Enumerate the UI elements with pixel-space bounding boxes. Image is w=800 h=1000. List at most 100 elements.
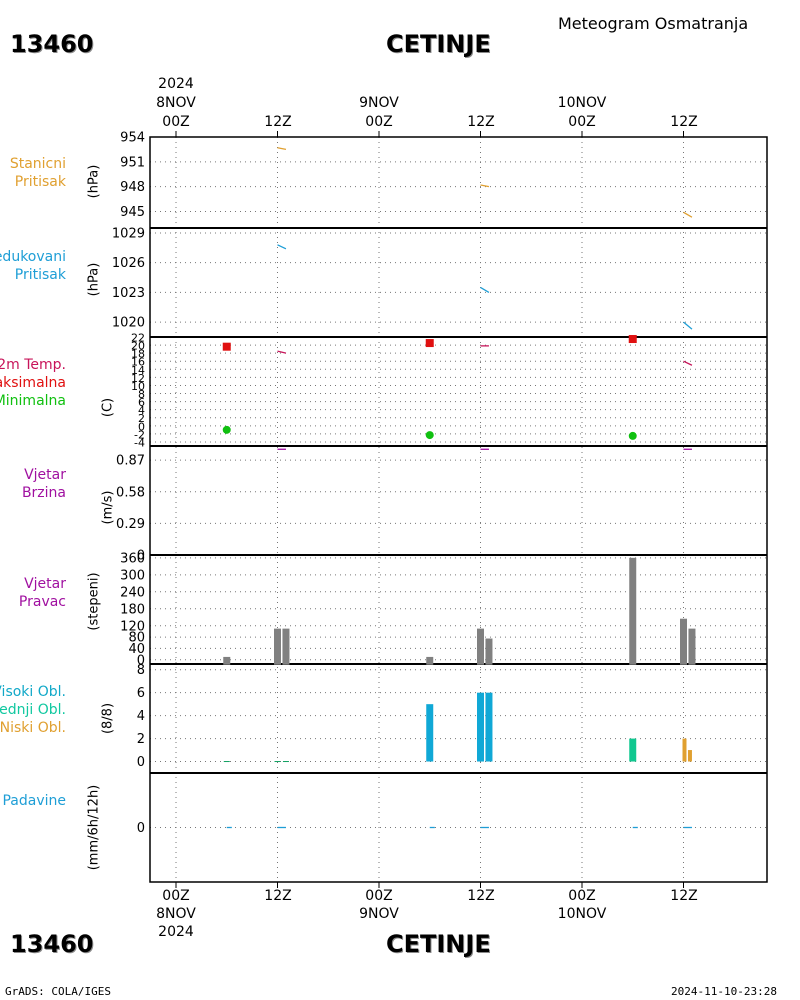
temp-min-point-0 [222,425,231,434]
top-hour-3: 12Z [467,114,495,130]
bottom-hour-0: 00Z [162,888,190,904]
temp-2m-segment-0 [277,350,287,354]
station_pressure-segment-0 [277,147,287,151]
clouds-ytick-4: 8 [137,663,145,678]
temp-max-point-1 [425,339,434,348]
wind-direction-label: Vjetar Pravac [18,576,66,610]
temperature-label: 2m Temp. Maksimalna Minimalna [0,357,66,409]
plot-frame [149,136,768,883]
wind-dir-bar-8 [688,628,696,665]
wind-dir-bar-5 [485,638,493,665]
station_pressure-segment-2 [683,211,693,218]
reduced_pressure-segment-0 [277,244,287,250]
bottom-hour-3: 12Z [467,888,495,904]
wind_speed-ytick-0: 0 [137,549,145,564]
temperature-ytick-1: -2 [134,428,145,441]
wind_speed-ytick-3: 0.87 [116,454,145,469]
cloud-bar-0-0 [426,704,434,762]
temperature-ytick-7: 10 [131,380,145,393]
wind_speed-ytick-2: 0.58 [116,485,145,500]
top-hour-5: 12Z [670,114,698,130]
station_pressure-ytick-3: 954 [120,131,145,146]
station_pressure-ytick-1: 948 [120,180,145,195]
temp-max-point-2 [628,335,637,344]
wind_direction-ytick-1: 40 [128,642,145,657]
temperature-ytick-3: 2 [138,412,145,425]
bottom-date-0: 8NOV [156,906,196,922]
station-name: CETINJE [386,30,491,58]
wind_direction-ytick-7: 360 [120,551,145,566]
reduced_pressure-ytick-1: 1023 [112,286,145,301]
wind-dir-bar-3 [426,656,434,665]
top-hour-1: 12Z [264,114,292,130]
station-id: 13460 [10,30,94,58]
clouds-ytick-2: 4 [137,709,145,724]
wind-speed-label: Vjetar Brzina [21,467,66,501]
clouds-ytick-0: 0 [137,755,145,770]
temperature-ytick-12: 20 [131,340,145,353]
reduced_pressure-ytick-2: 1026 [112,256,145,271]
top-hour-4: 00Z [568,114,596,130]
temp-2m-segment-2 [683,360,693,366]
wind-dir-bar-4 [476,628,484,665]
wind_direction-ytick-5: 240 [120,585,145,600]
reduced_pressure-ytick-3: 1029 [112,226,145,241]
top-date-0: 8NOV [156,95,196,111]
top-year: 2024 [158,76,194,92]
footer-timestamp: 2024-11-10-23:28 [671,985,777,998]
footer-credit: GrADS: COLA/IGES [5,985,111,998]
bottom-hour-4: 00Z [568,888,596,904]
bottom-date-2: 9NOV [359,906,399,922]
temperature-ytick-4: 4 [138,404,145,417]
temperature-ytick-5: 6 [138,396,145,409]
reduced_pressure-segment-1 [480,286,490,293]
bottom-hour-2: 00Z [365,888,393,904]
temperature-ytick-11: 18 [131,348,145,361]
wind_direction-ytick-6: 300 [120,568,145,583]
station-id-bottom: 13460 [10,930,94,958]
temp-min-point-1 [425,431,434,440]
precipitation-label: Padavine [2,793,66,809]
top-hour-0: 00Z [162,114,190,130]
wind-dir-bar-2 [282,628,290,665]
wind-dir-bar-6 [629,557,637,665]
temperature-ytick-6: 8 [138,388,145,401]
temp-min-point-2 [628,431,637,440]
reduced-pressure-label: Redukovani Pritisak [0,249,66,283]
bottom-hour-5: 12Z [670,888,698,904]
temperature-ytick-10: 16 [131,356,145,369]
temperature-ytick-13: 22 [131,332,145,345]
wind-dir-bar-0 [223,656,231,665]
clouds-ytick-3: 6 [137,686,145,701]
top-date-4: 10NOV [557,95,607,111]
cloud-bar-2-1 [687,750,692,762]
wind_direction-ytick-4: 180 [120,602,145,617]
reduced_pressure-ytick-0: 1020 [112,316,145,331]
bottom-hour-1: 12Z [264,888,292,904]
temperature-ytick-8: 12 [131,372,145,385]
wind-dir-bar-7 [679,618,687,665]
clouds-label: Visoki Obl. Srednji Obl. Niski Obl. [0,684,66,736]
wind_direction-ytick-0: 0 [137,653,145,668]
cloud-bar-2-0 [682,738,687,762]
precipitation-ytick-0: 0 [137,821,145,836]
station-pressure-label: Stanicni Pritisak [9,156,66,190]
cloud-bar-0-2 [485,692,493,762]
cloud-bar-0-1 [476,692,484,762]
top-date-2: 9NOV [359,95,399,111]
bottom-date-4: 10NOV [557,906,607,922]
wind_direction-ytick-2: 80 [128,631,145,646]
wind-dir-bar-1 [273,628,281,665]
temperature-ytick-0: -4 [134,436,145,449]
reduced_pressure-segment-2 [683,321,693,330]
clouds-ytick-1: 2 [137,732,145,747]
station-name-bottom: CETINJE [386,930,491,958]
wind_speed-ytick-1: 0.29 [116,517,145,532]
chart-title: Meteogram Osmatranja [558,14,749,33]
bottom-year: 2024 [158,924,194,940]
cloud-bar-1-0 [629,738,637,762]
station_pressure-segment-1 [480,184,490,188]
temperature-ytick-2: 0 [138,420,145,433]
station_pressure-ytick-0: 945 [120,205,145,220]
